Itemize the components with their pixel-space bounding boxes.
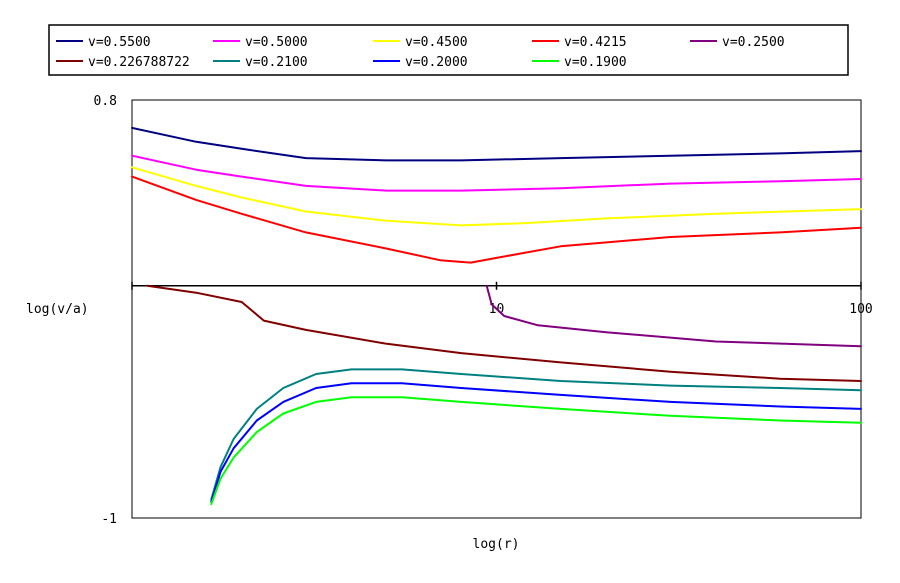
series-line [131,166,862,227]
series-line [146,284,862,382]
series-line [210,396,862,506]
legend-entry: v=0.5000 [213,35,308,50]
legend-label: v=0.2100 [245,55,308,70]
legend-entry: v=0.4215 [532,35,627,50]
y-ticks: 0.8 -1 [94,94,117,527]
legend-items: v=0.5500 v=0.5000 v=0.4500 v=0.4215 v=0.2500… [56,35,785,70]
legend: v=0.5500 v=0.5000 v=0.4500 v=0.4215 v=0.2500… [48,24,849,76]
series-line [210,382,862,503]
legend-label: v=0.226788722 [88,55,190,70]
y-tick-label: -1 [101,512,117,527]
plot-area: 10 100 0.8-1 [94,94,873,527]
series-lines [131,126,862,506]
legend-label: v=0.1900 [564,55,627,70]
legend-entry: v=0.2500 [690,35,785,50]
x-tick-label: 100 [849,302,872,317]
legend-label: v=0.2000 [405,55,468,70]
y-axis-title: log(v/a) [26,302,89,317]
legend-label: v=0.4500 [405,35,468,50]
legend-entry: v=0.2000 [373,55,468,70]
legend-label: v=0.5500 [88,35,151,50]
series-line [485,284,862,348]
legend-entry: v=0.1900 [532,55,627,70]
series-line [131,126,862,162]
legend-entry: v=0.226788722 [56,55,190,70]
legend-label: v=0.4215 [564,35,627,50]
legend-label: v=0.2500 [722,35,785,50]
legend-entry: v=0.5500 [56,35,151,50]
legend-entry: v=0.4500 [373,35,468,50]
legend-frame [48,24,849,76]
y-tick-label: 0.8 [94,94,117,109]
legend-entry: v=0.2100 [213,55,308,70]
x-axis-title: log(r) [473,537,520,552]
legend-label: v=0.5000 [245,35,308,50]
series-line [131,154,862,192]
series-line [131,175,862,264]
series-line [210,368,862,501]
